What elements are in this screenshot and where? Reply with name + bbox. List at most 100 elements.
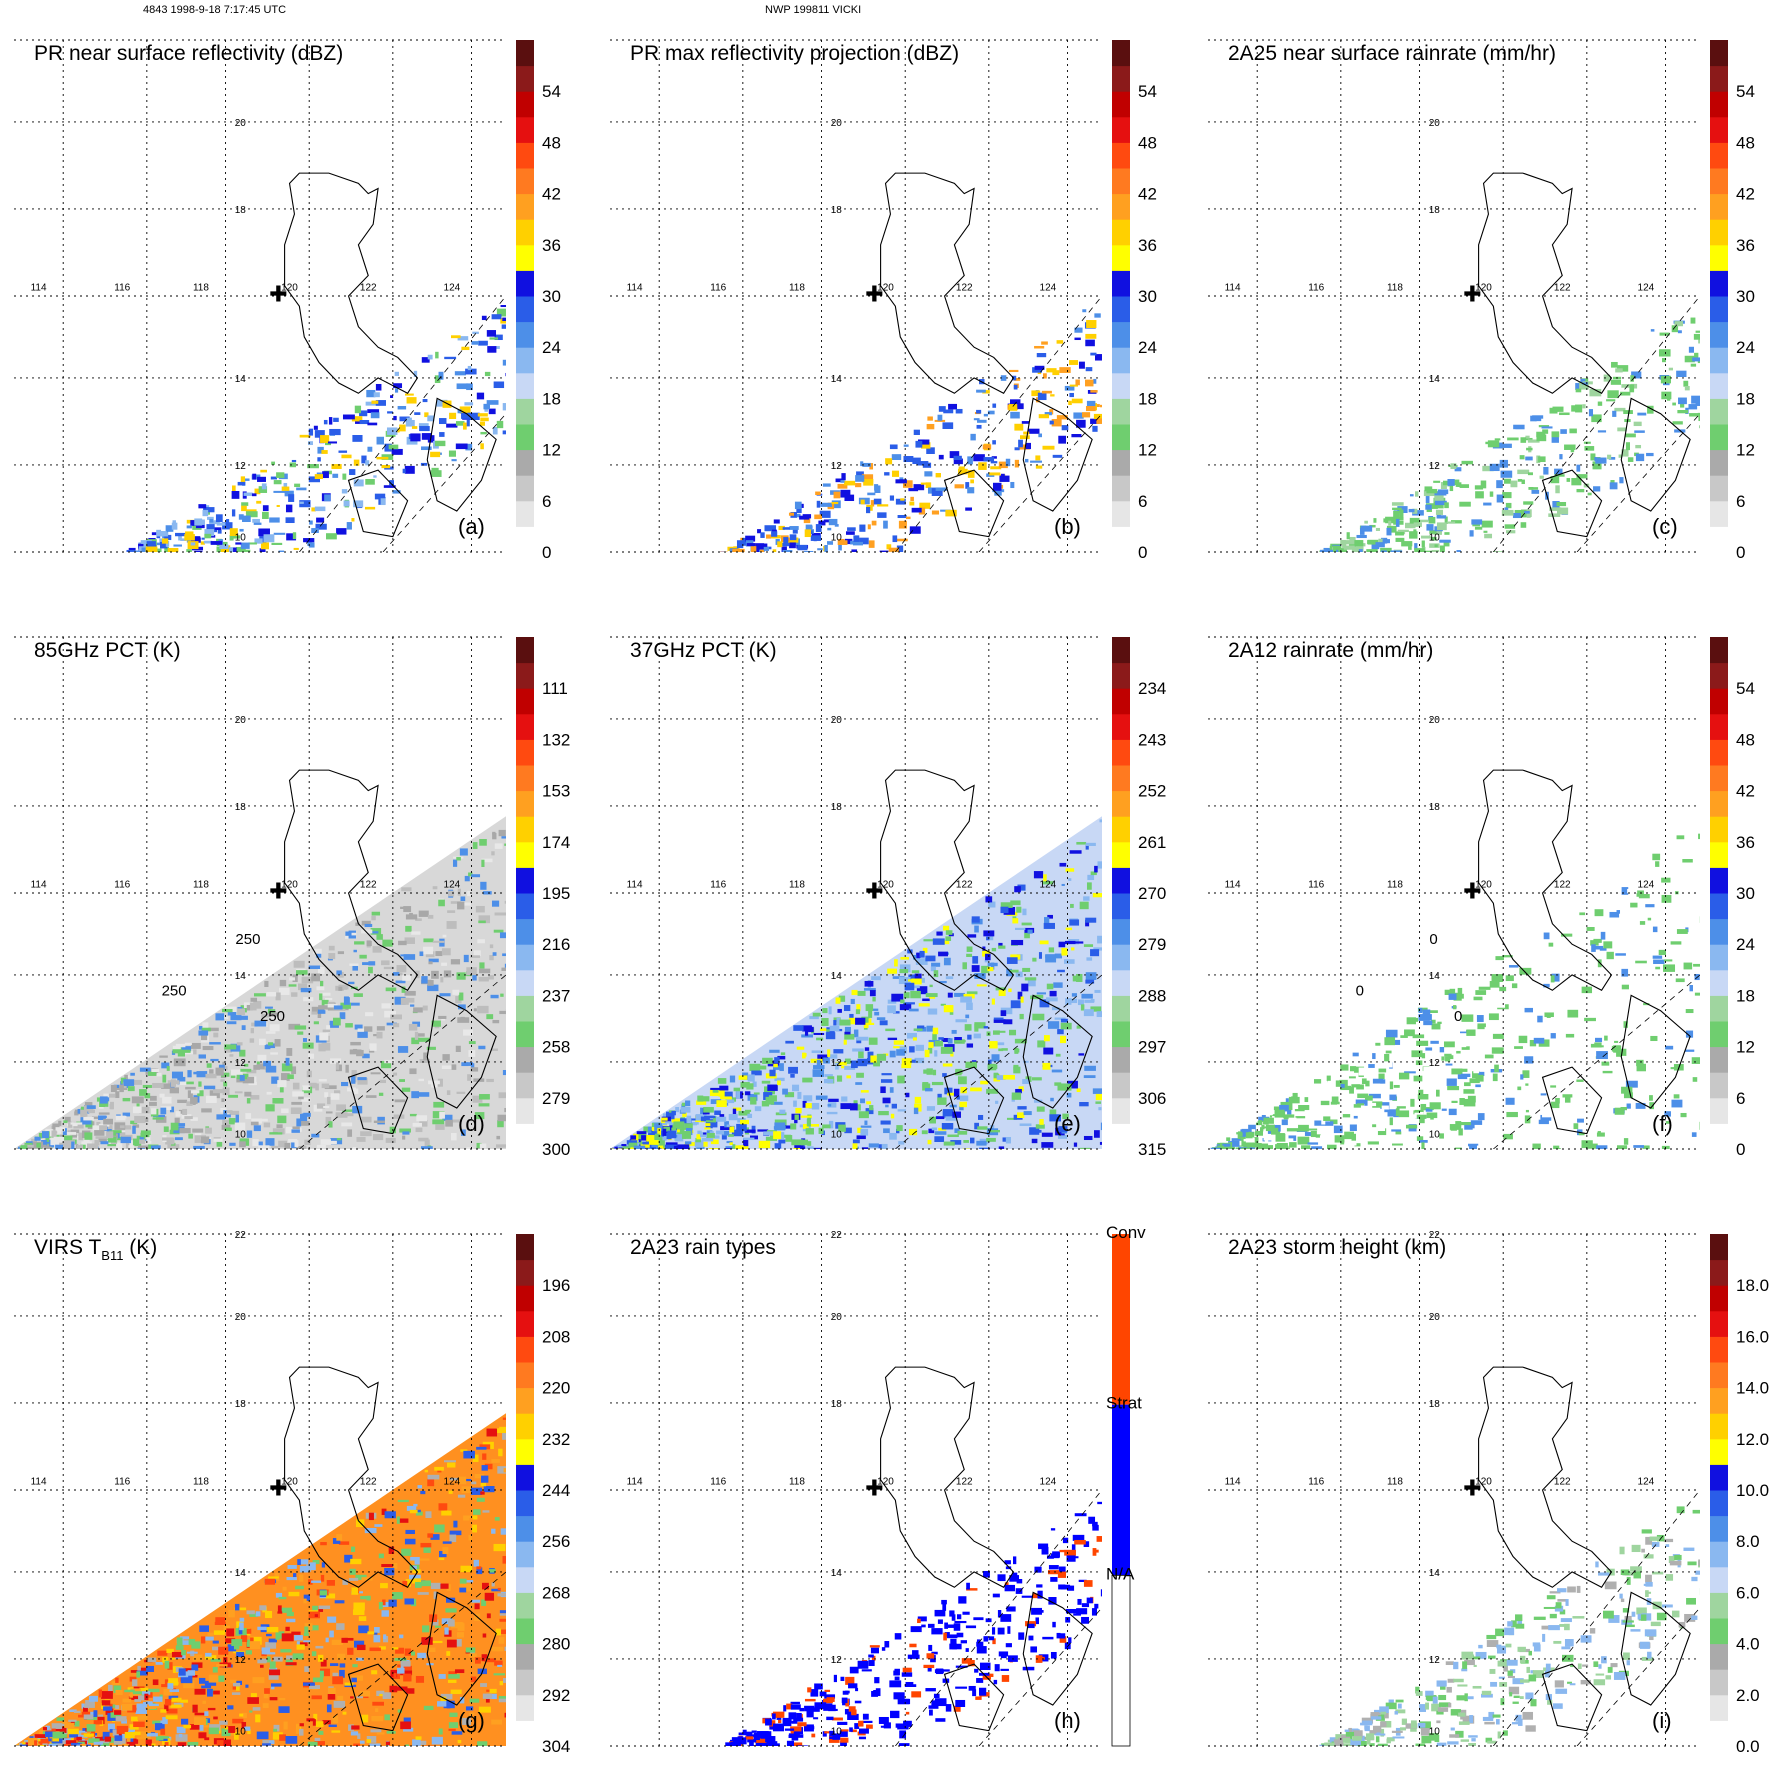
field-cell — [361, 1116, 372, 1123]
field-cell — [250, 1121, 259, 1126]
field-cell — [437, 1078, 443, 1087]
field-cell — [747, 1745, 758, 1746]
field-cell — [220, 1075, 227, 1079]
field-cell — [337, 1653, 346, 1660]
field-cell — [723, 552, 731, 556]
field-cell — [232, 485, 236, 492]
field-cell — [364, 1527, 377, 1534]
field-cell — [849, 1013, 854, 1019]
field-cell — [720, 1096, 732, 1100]
colorbar-swatch — [1710, 424, 1728, 451]
field-cell — [368, 1512, 374, 1521]
field-cell — [328, 1724, 337, 1728]
field-cell — [136, 1103, 140, 1108]
field-cell — [1251, 1129, 1256, 1132]
field-cell — [131, 1079, 143, 1085]
field-cell — [648, 1131, 657, 1136]
field-cell — [311, 528, 319, 533]
field-cell — [19, 1745, 27, 1746]
field-cell — [1464, 1082, 1471, 1087]
field-cell — [140, 540, 152, 543]
field-cell — [1217, 1145, 1224, 1149]
field-cell — [1349, 1086, 1354, 1094]
field-cell — [421, 976, 428, 984]
field-cell — [248, 542, 257, 545]
field-cell — [396, 1516, 400, 1524]
field-cell — [1661, 391, 1672, 400]
field-cell — [313, 1713, 318, 1721]
field-cell — [1391, 517, 1404, 521]
field-cell — [1439, 539, 1451, 543]
field-cell — [240, 1635, 248, 1642]
field-cell — [81, 1141, 92, 1149]
field-cell — [503, 1468, 506, 1473]
field-cell — [224, 1127, 232, 1131]
field-cell — [1000, 1614, 1012, 1622]
field-cell — [190, 1097, 198, 1104]
lat-tick-label: 20 — [235, 118, 247, 129]
field-cell — [494, 912, 506, 916]
colorbar-tick-label: 153 — [542, 782, 570, 801]
field-cell — [213, 1089, 224, 1094]
field-cell — [384, 1059, 395, 1064]
field-cell — [144, 1693, 149, 1701]
field-cell — [1660, 375, 1671, 384]
field-cell — [1588, 893, 1594, 901]
field-cell — [221, 1009, 233, 1013]
field-cell — [23, 1144, 34, 1148]
colorbar-swatch — [516, 918, 534, 945]
field-cell — [232, 1685, 236, 1690]
field-cell — [1586, 926, 1595, 931]
field-cell — [246, 1130, 253, 1138]
field-cell — [1688, 404, 1698, 410]
field-cell — [1085, 842, 1096, 846]
field-cell — [797, 1722, 807, 1727]
field-cell — [244, 1063, 249, 1067]
field-cell — [804, 529, 812, 538]
field-cell — [928, 1042, 934, 1048]
field-cell — [264, 1014, 277, 1017]
field-cell — [1085, 339, 1095, 347]
field-cell — [1433, 529, 1442, 535]
field-cell — [905, 516, 911, 520]
field-cell — [491, 1048, 498, 1051]
field-cell — [492, 1019, 500, 1024]
contour-label: 0 — [1356, 982, 1364, 999]
field-cell — [1013, 1066, 1021, 1074]
field-cell — [912, 954, 917, 960]
colorbar-tick-label: 208 — [542, 1327, 570, 1346]
field-cell — [1608, 457, 1616, 460]
field-cell — [192, 1654, 203, 1661]
field-cell — [934, 419, 946, 422]
field-cell — [115, 1716, 127, 1722]
field-cell — [769, 1069, 776, 1077]
colorbar-swatch — [1710, 296, 1728, 323]
field-cell — [800, 1146, 806, 1149]
colorbar-tick-label: 174 — [542, 833, 570, 852]
field-cell — [833, 1020, 837, 1026]
field-cell — [1455, 484, 1465, 487]
field-cell — [929, 1709, 933, 1716]
field-cell — [1448, 1108, 1457, 1116]
colorbar-swatch — [516, 995, 534, 1022]
field-cell — [696, 1100, 707, 1105]
field-cell — [271, 1076, 279, 1084]
field-cell — [941, 1123, 954, 1130]
field-cell — [918, 1003, 930, 1007]
field-cell — [92, 1125, 100, 1131]
field-cell — [38, 1741, 50, 1745]
field-cell — [459, 848, 468, 856]
field-cell — [1046, 368, 1057, 373]
field-cell — [316, 1103, 326, 1109]
field-cell — [176, 1637, 183, 1646]
field-cell — [42, 1141, 54, 1146]
field-cell — [929, 1116, 936, 1124]
field-cell — [44, 1146, 52, 1149]
field-cell — [340, 1002, 351, 1009]
field-cell — [1398, 1072, 1410, 1080]
field-cell — [122, 1112, 131, 1117]
field-cell — [835, 997, 841, 1004]
field-cell — [1630, 375, 1634, 382]
field-cell — [884, 472, 890, 476]
field-cell — [205, 1095, 217, 1103]
